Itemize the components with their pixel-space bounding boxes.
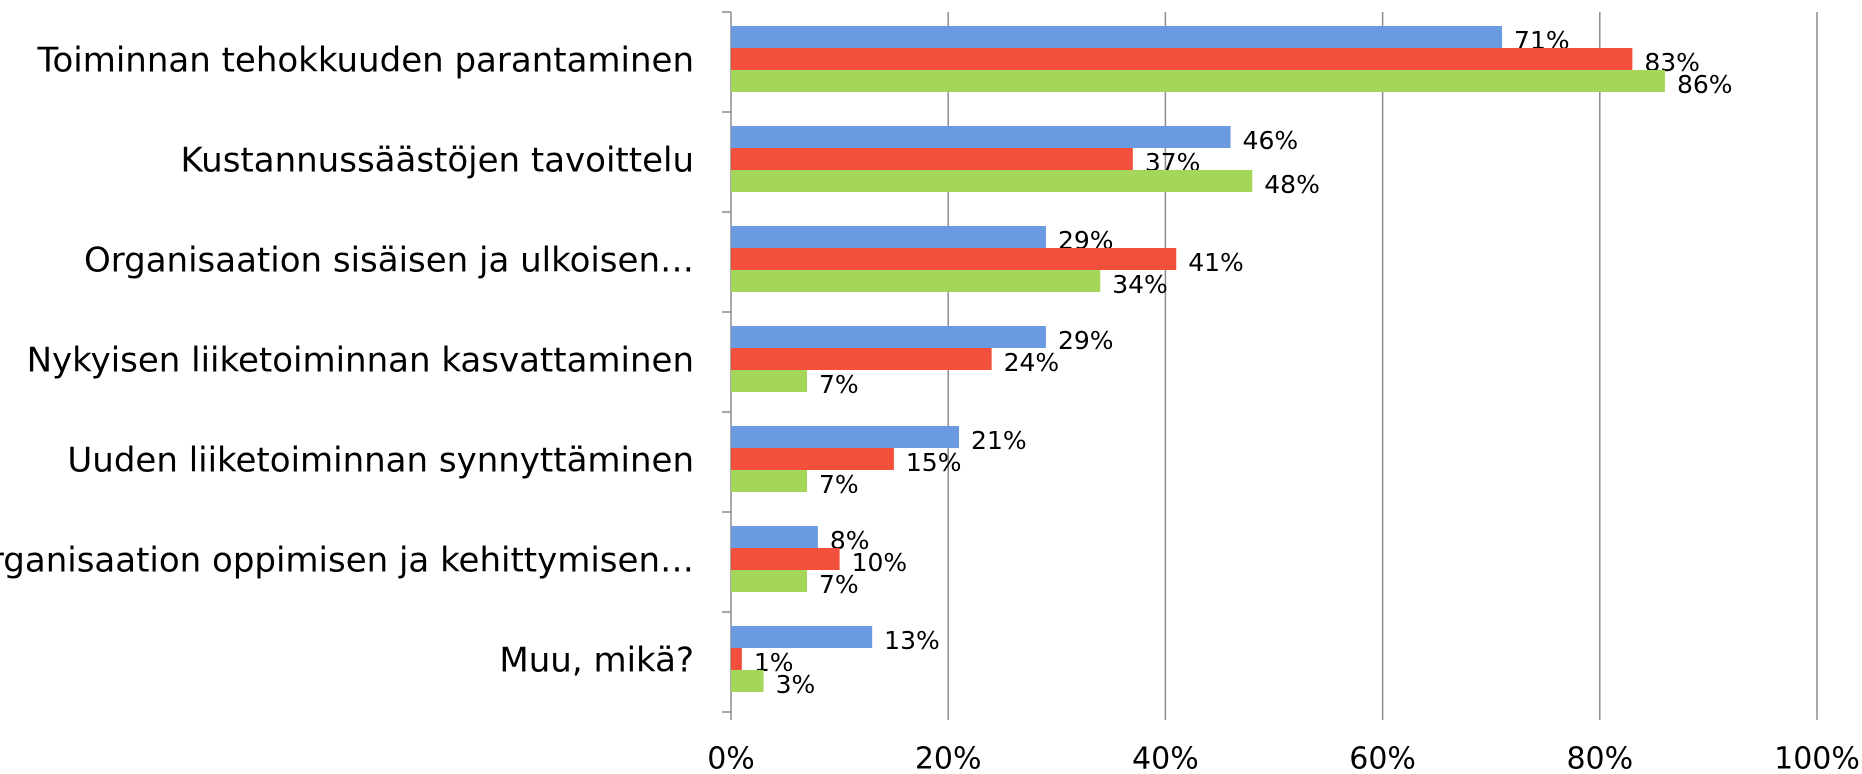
bar [731,448,894,470]
x-tick-label: 0% [707,742,755,774]
bar [731,170,1253,192]
bar [731,48,1633,70]
bar [731,470,808,492]
x-tick-label: 40% [1132,742,1199,774]
value-label: 46% [1243,126,1299,155]
value-label: 13% [884,626,940,655]
bar [731,570,808,592]
value-label: 21% [971,426,1027,455]
x-tick-label: 20% [915,742,982,774]
value-label: 24% [1004,348,1060,377]
value-label: 15% [906,448,962,477]
bar [731,26,1503,48]
value-label: 86% [1677,70,1733,99]
bar [731,526,818,548]
value-label: 7% [819,470,859,499]
bar [731,626,873,648]
x-tick-label: 60% [1349,742,1416,774]
value-label: 48% [1264,170,1320,199]
bar [731,648,742,670]
value-label: 7% [819,370,859,399]
x-tick-label: 80% [1566,742,1633,774]
bar [731,126,1231,148]
bar [731,670,764,692]
bar [731,70,1665,92]
category-label: Organisaation sisäisen ja ulkoisen… [84,241,694,281]
category-label: Nykyisen liiketoiminnan kasvattaminen [27,341,694,381]
bar [731,326,1046,348]
value-label: 34% [1112,270,1168,299]
value-label: 3% [776,670,816,699]
value-label: 41% [1188,248,1244,277]
category-label: Organisaation oppimisen ja kehittymisen… [0,541,694,581]
category-label: Kustannussäästöjen tavoittelu [181,141,694,181]
category-label: Toiminnan tehokkuuden parantaminen [36,41,694,81]
category-label: Uuden liiketoiminnan synnyttäminen [67,441,694,481]
value-label: 7% [819,570,859,599]
bar [731,248,1177,270]
bar [731,548,840,570]
value-label: 10% [852,548,908,577]
bar [731,370,808,392]
value-label: 29% [1058,326,1114,355]
category-label: Muu, mikä? [499,641,694,681]
bar [731,226,1046,248]
bar [731,270,1101,292]
bar [731,426,960,448]
bar [731,348,992,370]
x-tick-label: 100% [1774,742,1860,774]
bar [731,148,1133,170]
